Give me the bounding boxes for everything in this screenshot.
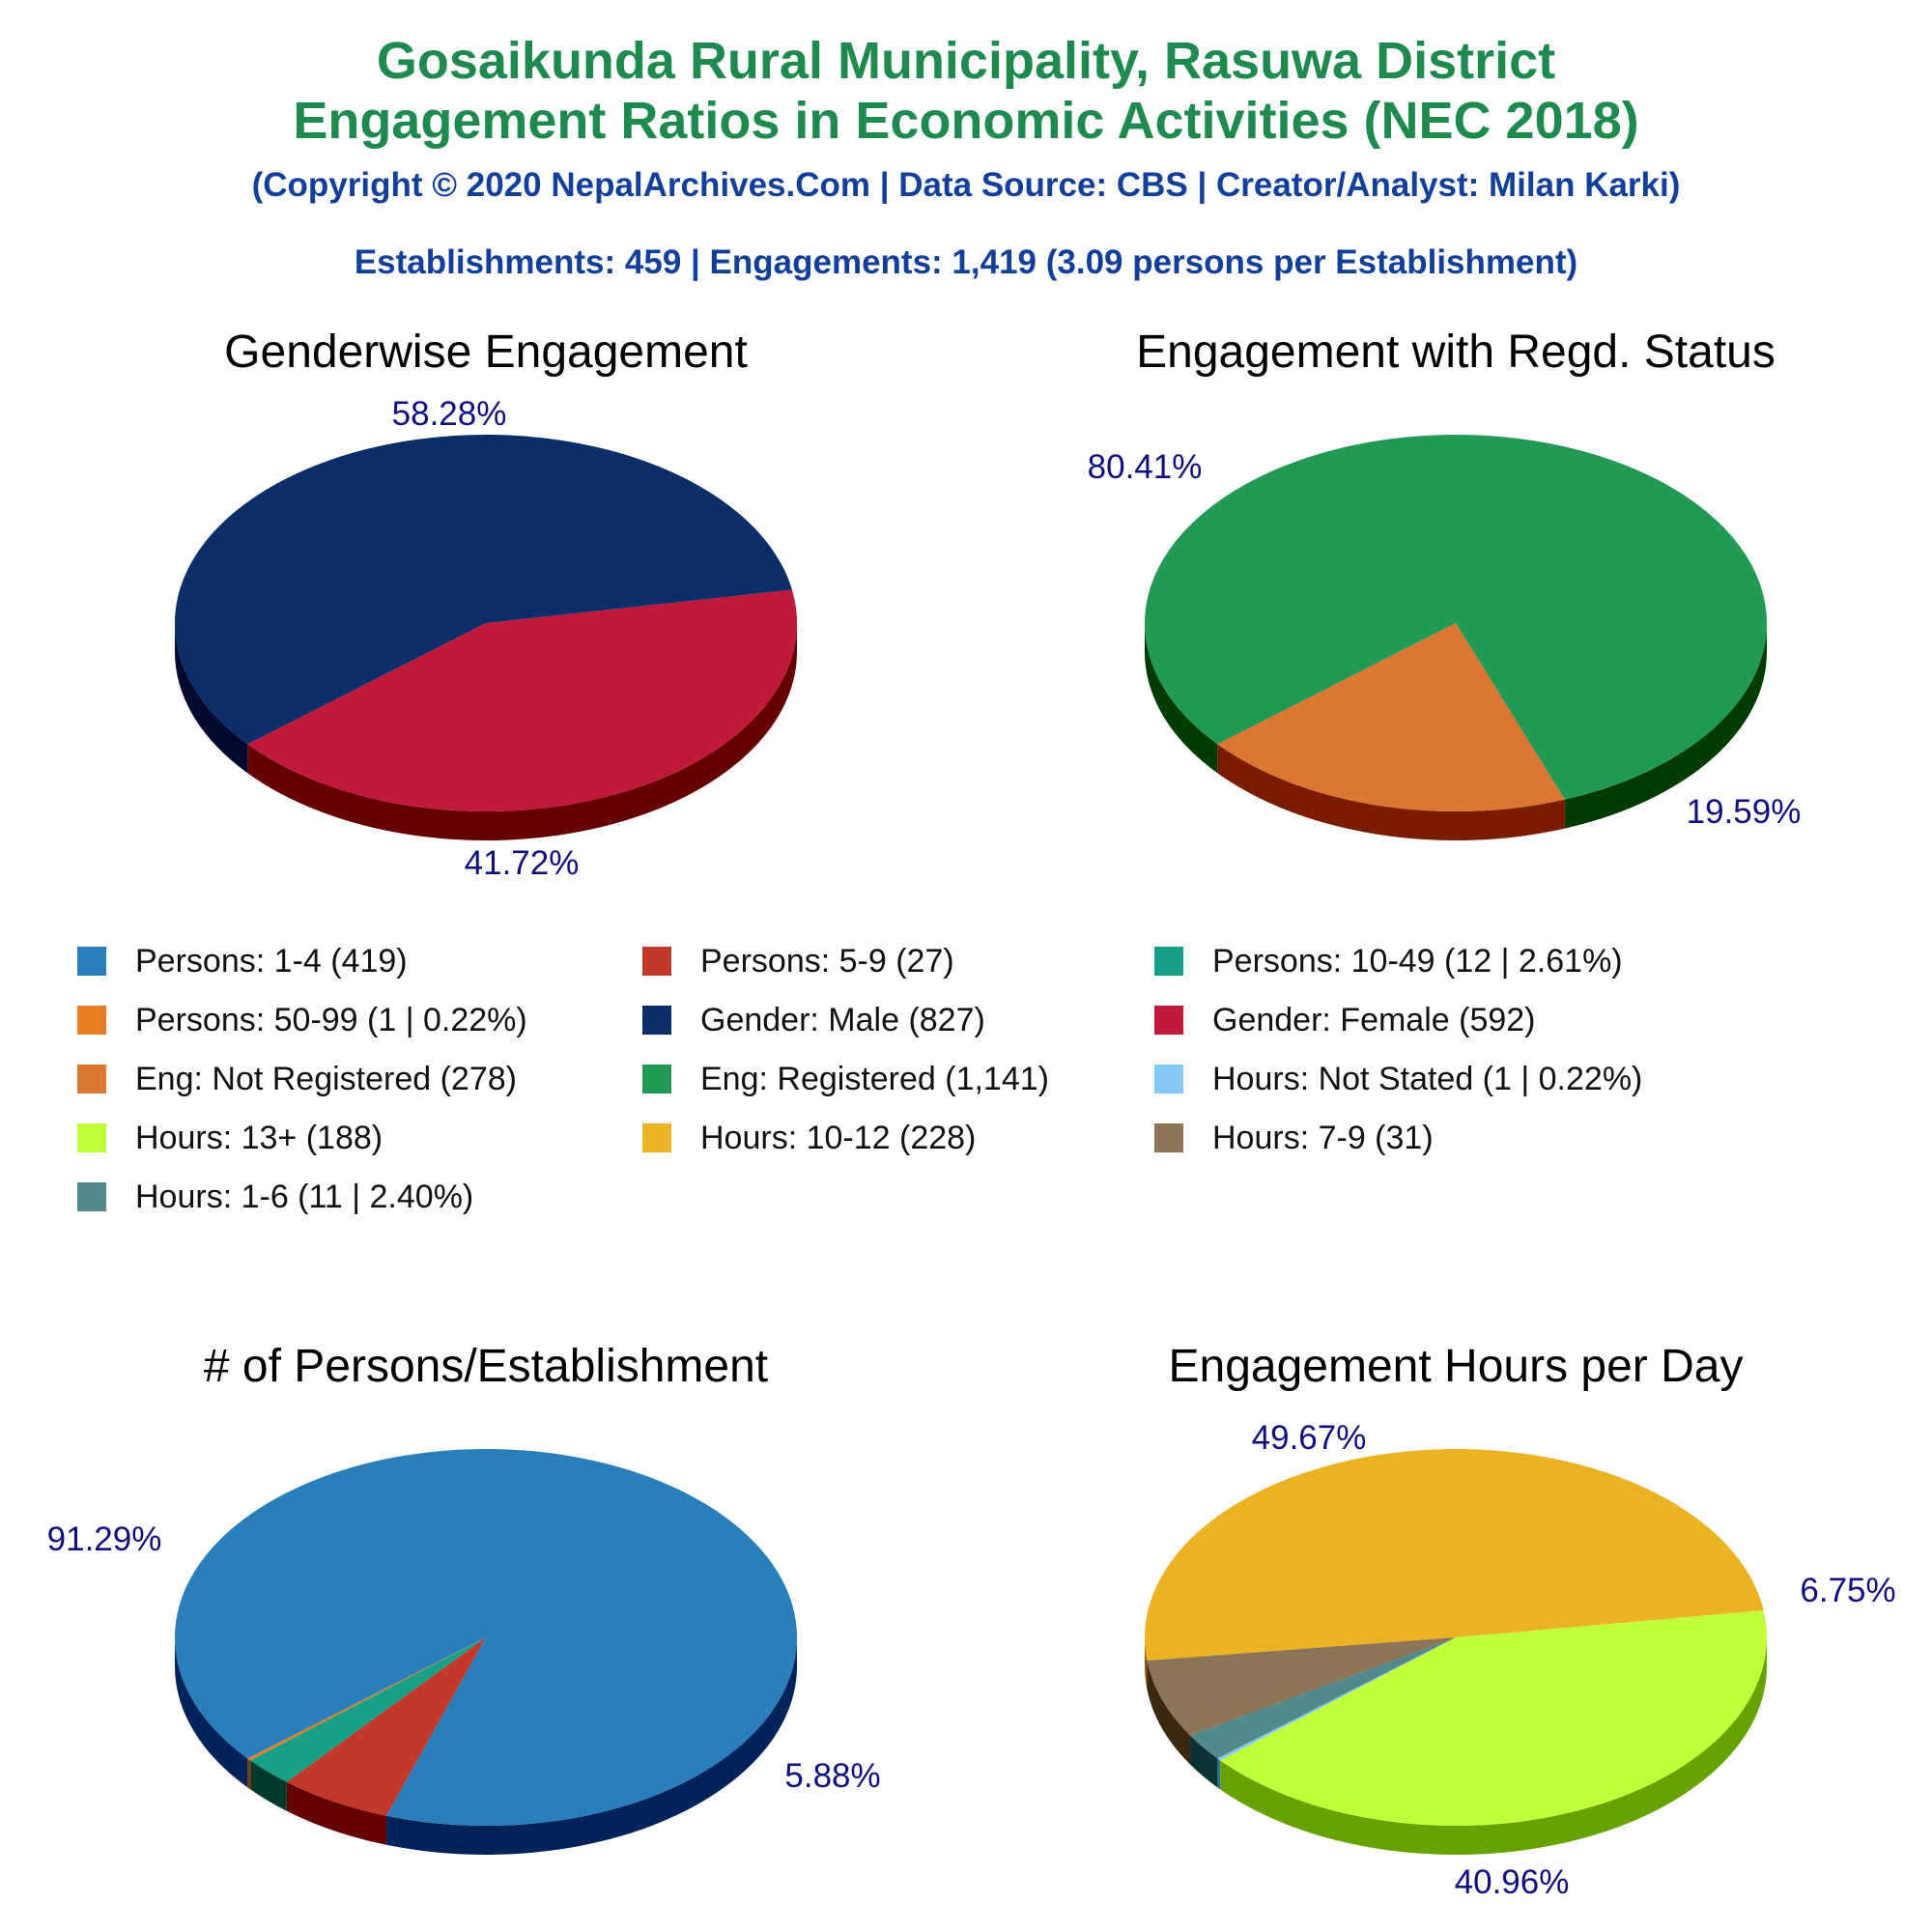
- pie-slice-persons-5-9: [286, 1637, 486, 1816]
- pie-side-eng-registered: [1145, 623, 1218, 774]
- pie-side-persons-1-4: [175, 1637, 248, 1788]
- chart-title-line-2: Engagement Ratios in Economic Activities…: [293, 92, 1639, 150]
- pie-slice-persons-10-49: [250, 1637, 486, 1782]
- pie-chart-genderwise-engagement: Genderwise Engagement 41.72% 58.28%: [175, 327, 797, 882]
- pie-slice-hours-1-6: [1190, 1637, 1456, 1759]
- pie-side-eng-registered: [1564, 623, 1767, 829]
- pie-label-hours-13: 40.96%: [1455, 1863, 1570, 1901]
- pie-title: Genderwise Engagement: [224, 327, 748, 378]
- pie-title: Engagement with Regd. Status: [1136, 327, 1776, 378]
- pie-side-gender-male: [175, 623, 248, 774]
- pie-slice-gender-female: [247, 589, 797, 812]
- pie-title: Engagement Hours per Day: [1169, 1341, 1744, 1392]
- pie-side-hours-10-12: [1145, 1637, 1148, 1690]
- pie-slice-eng-registered: [1145, 435, 1767, 800]
- pie-label-eng-not-registered: 19.59%: [1687, 793, 1802, 831]
- pie-slice-hours-7-9: [1147, 1637, 1456, 1736]
- pie-chart-engagement-hours-per-day: Engagement Hours per Day 40.96% 49.67% 6.75…: [1145, 1341, 1896, 1901]
- pie-chart-engagement-with-regd-status: Engagement with Regd. Status 19.59% 80.41%: [1088, 327, 1802, 840]
- pie-slice-gender-male: [175, 435, 792, 745]
- pie-side-hours-13: [1220, 1637, 1767, 1855]
- pie-slice-persons-1-4: [174, 1449, 797, 1826]
- pie-side-gender-female: [247, 623, 797, 841]
- pie-side-hours-not-stated: [1217, 1758, 1221, 1790]
- pie-label-gender-female: 41.72%: [465, 844, 580, 882]
- pie-slice-hours-not-stated: [1217, 1637, 1456, 1761]
- pie-slice-hours-10-12: [1145, 1449, 1764, 1661]
- pie-label-persons-1-4: 91.29%: [47, 1520, 162, 1558]
- pie-slice-eng-not-registered: [1217, 623, 1565, 811]
- pie-slice-persons-50-99: [247, 1637, 486, 1761]
- pie-side-hours-7-9: [1147, 1660, 1191, 1765]
- summary-line: Establishments: 459 | Engagements: 1,419…: [354, 243, 1578, 281]
- pie-label-eng-registered: 80.41%: [1088, 448, 1203, 486]
- chart-title-line-1: Gosaikunda Rural Municipality, Rasuwa Di…: [376, 32, 1556, 90]
- pie-chart-of-persons-establishment: # of Persons/Establishment 5.88% 91.29%: [47, 1341, 881, 1855]
- pie-label-hours-10-12: 49.67%: [1252, 1419, 1367, 1457]
- pie-side-persons-50-99: [247, 1758, 251, 1790]
- pie-label-gender-male: 58.28%: [392, 395, 507, 433]
- pie-slice-hours-13: [1220, 1610, 1767, 1827]
- pie-label-hours-7-9: 6.75%: [1800, 1572, 1895, 1609]
- pie-title: # of Persons/Establishment: [204, 1341, 768, 1392]
- pie-side-hours-1-6: [1190, 1735, 1218, 1788]
- pie-side-eng-not-registered: [1217, 744, 1565, 840]
- pie-label-persons-5-9: 5.88%: [784, 1757, 880, 1795]
- copyright-line: (Copyright © 2020 NepalArchives.Com | Da…: [251, 166, 1681, 204]
- pie-side-persons-1-4: [386, 1637, 797, 1855]
- pie-side-persons-10-49: [250, 1760, 287, 1811]
- pie-side-persons-5-9: [286, 1781, 387, 1845]
